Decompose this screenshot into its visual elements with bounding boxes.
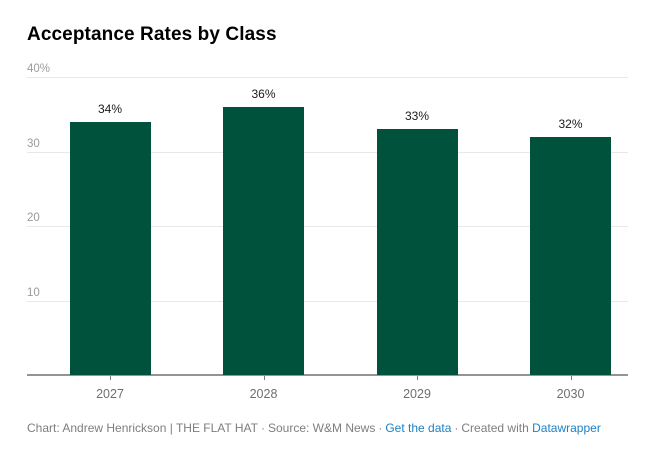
- get-the-data-link[interactable]: Get the data: [385, 421, 452, 435]
- y-axis-tick-label: 10: [27, 286, 40, 299]
- bar-value-label: 36%: [251, 86, 276, 101]
- x-axis-tick: [263, 376, 265, 380]
- bar: [223, 106, 304, 375]
- x-axis-line: [27, 374, 628, 376]
- y-axis-tick-label: 20: [27, 212, 40, 224]
- footer-source: Source: W&M News: [267, 421, 376, 435]
- x-axis-label: 2029: [403, 387, 431, 401]
- bar: [69, 121, 151, 375]
- gridline: 10: [27, 287, 628, 302]
- gridline: 20: [27, 212, 628, 227]
- footer-separator: ·: [454, 421, 459, 435]
- bar-value-label: 32%: [558, 116, 583, 131]
- footer-separator: ·: [260, 421, 265, 435]
- x-axis-tick: [417, 376, 418, 380]
- chart-footer: Chart: Andrew Henrickson | THE FLAT HAT ·…: [27, 421, 635, 437]
- footer-created-with: Created with: [461, 421, 529, 435]
- plot-area: 10 20 30 40% 34% 2027 36% 2028 33% 2029 32% 2030: [27, 63, 628, 401]
- gridline: 40%: [27, 63, 628, 78]
- bar: [530, 136, 611, 375]
- chart-title: Acceptance Rates by Class: [27, 24, 277, 45]
- y-axis-tick-label: 30: [27, 137, 40, 150]
- footer-separator: ·: [378, 421, 383, 435]
- bar-value-label: 34%: [97, 101, 123, 116]
- x-axis-label: 2030: [556, 387, 585, 401]
- y-axis-tick-label: 40%: [27, 63, 51, 75]
- x-axis-label: 2028: [249, 387, 278, 401]
- bar: [376, 129, 458, 375]
- x-axis-tick: [110, 376, 111, 380]
- datawrapper-link[interactable]: Datawrapper: [532, 421, 601, 435]
- footer-credit: Chart: Andrew Henrickson | THE FLAT HAT: [27, 421, 258, 435]
- gridline: 30: [27, 138, 628, 153]
- bar-value-label: 33%: [404, 109, 430, 124]
- x-axis-tick: [570, 376, 572, 380]
- x-axis-label: 2027: [96, 387, 124, 401]
